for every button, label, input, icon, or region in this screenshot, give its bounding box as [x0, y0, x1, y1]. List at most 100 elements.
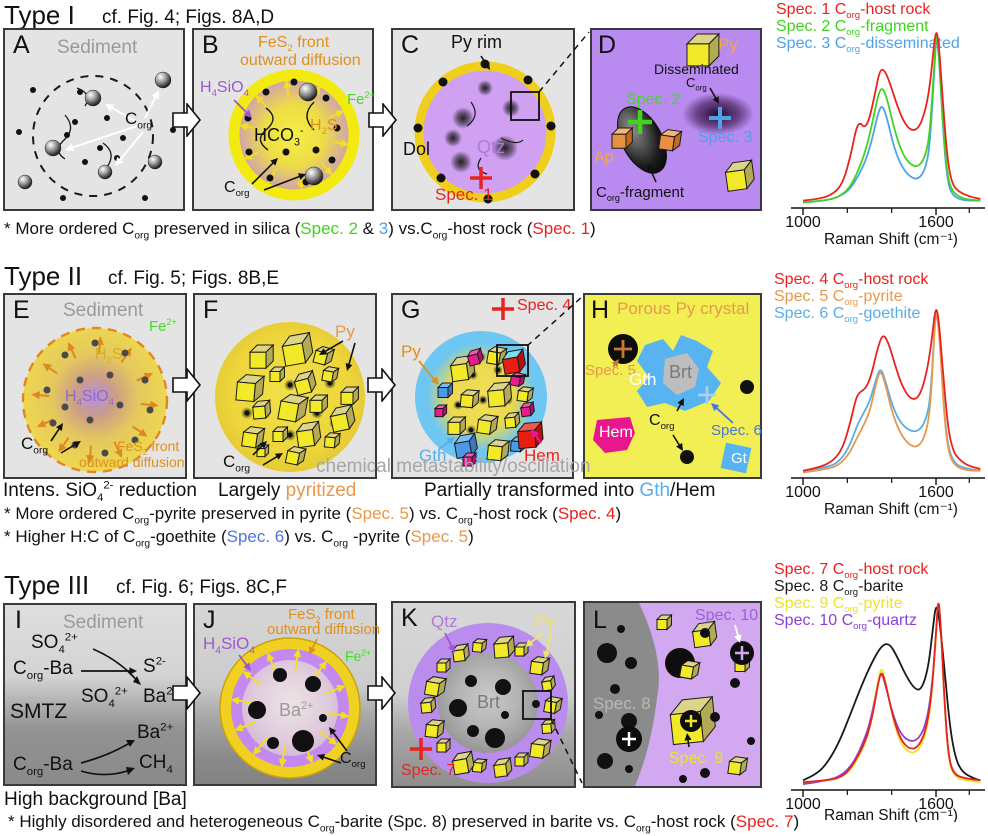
- corg-dots: [449, 675, 540, 748]
- pointer-arrows: [418, 360, 542, 450]
- zoom-connector-dashed-line: [550, 718, 583, 784]
- panel-g-graphic: [415, 298, 547, 468]
- apatite-cubes: [610, 126, 683, 152]
- spec4-label: Spec. 4: [517, 297, 572, 314]
- spec-crosses: [614, 340, 716, 404]
- caption-type2-line1: * More ordered Corg-pyrite preserved in …: [4, 504, 622, 527]
- svg-text:1000: 1000: [785, 214, 821, 231]
- panel-d-graphic: [610, 32, 755, 192]
- panel-i-graphic: [80, 648, 141, 776]
- reaction-arrows: [81, 667, 137, 675]
- panel-f-pyritized: F Py Corg: [193, 293, 377, 479]
- svg-text:Raman Shift (cm⁻¹): Raman Shift (cm⁻¹): [824, 807, 958, 822]
- spec2-label: Spec. 2: [626, 91, 681, 108]
- flow-arrow-icon: [367, 676, 397, 710]
- py-label: Py: [718, 35, 738, 54]
- s2-label: S2-: [143, 655, 166, 677]
- panel-l-zoom-detail: L Spec. 8 Spec. 9 Spec. 10: [583, 601, 762, 788]
- panel-k-graphic: [408, 623, 568, 783]
- py-rim-dots: [413, 59, 556, 204]
- spec5-label: Spec. 5: [585, 362, 636, 379]
- dol-label: Dol: [403, 139, 431, 159]
- arrowhead: [126, 740, 135, 747]
- h2s-label: H2S: [95, 346, 123, 367]
- fe2-label: Fe2+: [149, 317, 177, 335]
- zoom-connector-dashed-line: [526, 295, 584, 347]
- panel-k-quartz-rim: K Qtz Py Brt Spec. 7: [391, 601, 576, 788]
- pyrite-cubes: [235, 331, 360, 467]
- panel-b-graphic: [228, 69, 360, 201]
- panel-letter: G: [401, 296, 421, 324]
- pointer-arrows: [444, 632, 552, 659]
- panel-letter: I: [15, 606, 22, 634]
- sub-label-partially-transformed: Partially transformed into Gth/Hem: [424, 480, 716, 501]
- panel-letter: H: [591, 296, 610, 324]
- zoom-box: [522, 690, 552, 720]
- fes2-front-label: FeS2 front: [288, 606, 355, 625]
- spec1-label: Spec. 1: [435, 185, 493, 204]
- corg-hole: [700, 628, 710, 638]
- corg-squiggle: [102, 142, 112, 168]
- panel-letter: E: [13, 296, 30, 324]
- pointer-arrows: [611, 359, 734, 451]
- h4sio4-label: H4SiO4: [203, 634, 255, 657]
- panel-e-graphic: [21, 326, 169, 474]
- corg-dots: [248, 668, 327, 752]
- panel-letter: K: [401, 604, 418, 632]
- panel-b-silica-front: B FeS2 front outward diffusion H4SiO4 Fe…: [192, 28, 375, 211]
- panel-h-porous-pyrite: H Porous Py crystal Spec. 5 Gth Brt Corg…: [583, 293, 762, 479]
- corg-squiggle: [466, 101, 476, 127]
- type3-ref: cf. Fig. 6; Figs. 8C,F: [116, 577, 288, 598]
- corg-squiggle: [500, 137, 524, 144]
- spec7-cross: [410, 738, 432, 760]
- panel-g-transformed: G Spec. 4 Py Gth Hem: [391, 293, 574, 479]
- type2-ref: cf. Fig. 5; Figs. 8B,E: [108, 268, 280, 289]
- corg-squiggle: [259, 107, 274, 151]
- mineral-cubes: [433, 346, 544, 468]
- panel-letter: A: [13, 31, 30, 59]
- zoom-box: [496, 344, 529, 377]
- corg-dots-quartz: [679, 678, 755, 783]
- corg-label: Corg: [224, 179, 250, 200]
- fe2-label: Fe2+: [345, 647, 371, 664]
- svg-text:Raman Shift (cm⁻¹): Raman Shift (cm⁻¹): [824, 231, 958, 248]
- corg-label: Corg: [649, 412, 675, 433]
- h2s-label: H2S: [310, 117, 338, 138]
- brt-label: Brt: [669, 362, 693, 382]
- so4-label: SO42+: [81, 685, 128, 710]
- smtz-dashed-circle: [32, 75, 154, 197]
- h4sio4-label: H4SiO4: [200, 79, 249, 100]
- panel-a-sediment: A Sediment Corg: [3, 28, 185, 211]
- brt-label: Brt: [477, 692, 501, 712]
- corg-squiggle: [477, 157, 488, 175]
- flow-arrow-icon: [367, 368, 397, 402]
- svg-text:1000: 1000: [785, 796, 821, 813]
- sediment-label: Sediment: [57, 37, 138, 58]
- pointer-arrows: [238, 638, 348, 764]
- panel-f-graphic: [215, 322, 365, 472]
- corg-pointer-arrows: [65, 90, 159, 166]
- spec-crosses: [628, 107, 731, 134]
- caption-type3: * Highly disordered and heterogeneous Co…: [8, 812, 800, 835]
- corg-dots: [680, 380, 754, 464]
- porous-py-title: Porous Py crystal: [617, 299, 750, 318]
- corg-squiggle: [57, 114, 72, 160]
- gt-label: Gt: [731, 450, 747, 467]
- h4sio4-label: H4SiO4: [65, 388, 114, 409]
- panel-letter: L: [593, 606, 607, 634]
- panel-h-graphic: [593, 334, 754, 474]
- panel-a-graphic: [16, 71, 176, 201]
- corg-label: Corg: [223, 452, 251, 475]
- pyrite-cubes-over: [678, 660, 701, 680]
- outward-diffusion-label: outward diffusion: [79, 454, 185, 470]
- svg-text:1600: 1600: [918, 214, 954, 231]
- raman-legend-type2: Spec. 4 Corg-host rock Spec. 5 Corg-pyrit…: [774, 271, 929, 326]
- gth-label: Gth: [419, 446, 447, 465]
- zoom-box: [510, 91, 540, 121]
- py-label: Py: [401, 342, 421, 361]
- caption-type1: * More ordered Corg preserved in silica …: [4, 219, 596, 242]
- panel-d-zoom-detail: D Py Disseminated Corg Spec. 2 Spec. 3 A…: [590, 28, 762, 211]
- spec8-label: Spec. 8: [593, 694, 651, 713]
